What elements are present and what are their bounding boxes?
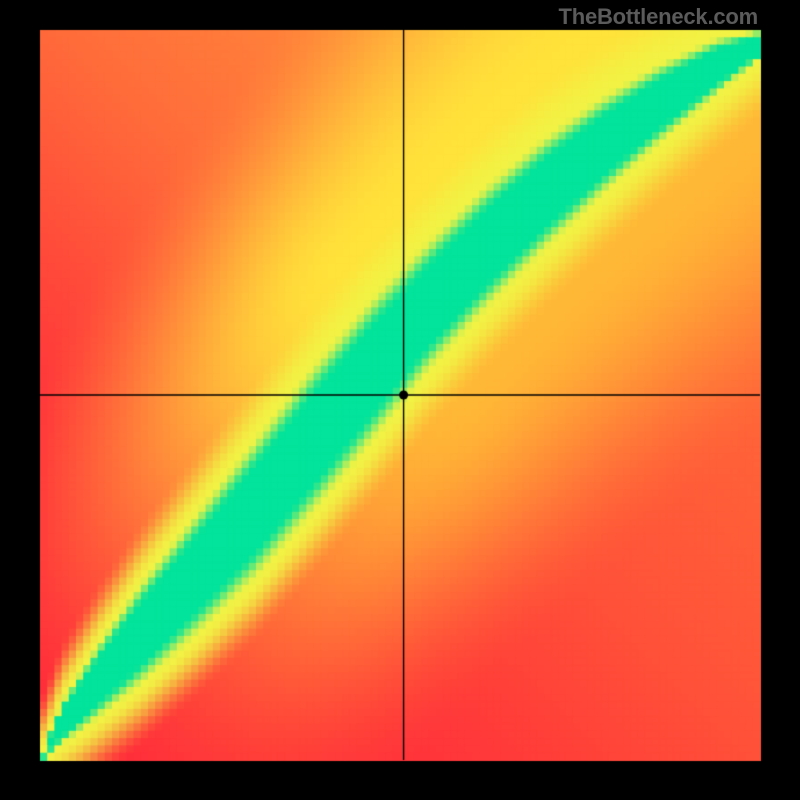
watermark-text: TheBottleneck.com xyxy=(558,4,758,30)
heatmap-plot xyxy=(0,0,800,800)
